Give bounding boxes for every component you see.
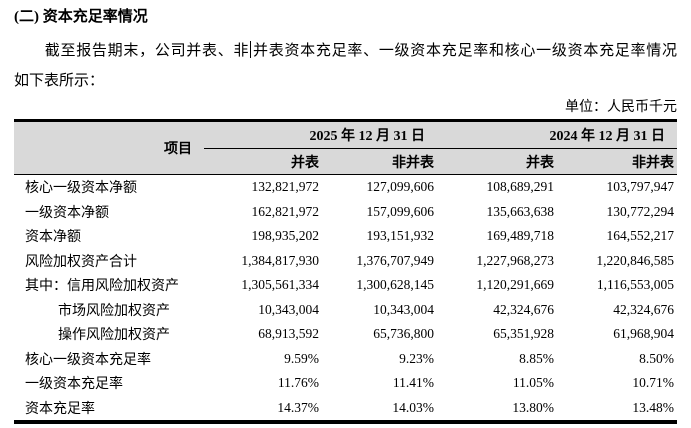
row-value: 10,343,004 [373,301,434,317]
row-label: 一级资本充足率 [25,377,123,393]
row-value: 65,736,800 [373,326,434,342]
row-value: 8.85% [519,350,554,366]
table-row: 风险加权资产合计 1,384,817,930 1,376,707,949 1,227,… [14,249,677,274]
row-value: 108,689,291 [486,179,555,195]
row-value: 13.80% [512,399,554,415]
row-value: 1,227,968,273 [476,252,554,268]
unit-label: 单位：人民币千元 [565,100,677,115]
row-label: 核心一级资本充足率 [25,352,151,368]
table-row: 核心一级资本净额 132,821,972 127,099,606 108,689,29… [14,175,677,200]
row-value: 127,099,606 [366,179,435,195]
row-value: 8.50% [639,350,674,366]
text-cursor-caret [250,41,252,58]
header-subcolumn-row: 并表 非并表 并表 非并表 [14,148,677,175]
row-value: 1,120,291,669 [476,277,554,293]
header-nonconsolidated-2025: 非并表 [322,148,437,175]
row-label: 市场风险加权资产 [58,303,170,319]
document-page: (二) 资本充足率情况 截至报告期末，公司并表、非 并表资本充足率、一级资本充足率… [0,7,691,428]
intro-text-before-caret: 截至报告期末，公司并表、非 [44,43,250,59]
row-value: 9.59% [284,350,319,366]
row-label: 核心一级资本净额 [25,181,137,197]
row-value: 42,324,676 [613,301,674,317]
row-label: 操作风险加权资产 [58,328,170,344]
table-row: 核心一级资本充足率 9.59% 9.23% 8.85% 8.50% [14,347,677,372]
row-value: 1,376,707,949 [356,252,434,268]
row-value: 162,821,972 [251,203,320,219]
row-value: 132,821,972 [251,179,320,195]
row-value: 13.48% [632,399,674,415]
header-date-row: 项目 2025 年 12 月 31 日 2024 年 12 月 31 日 [14,120,677,175]
row-value: 157,099,606 [366,203,435,219]
table-row: 资本充足率 14.37% 14.03% 13.80% 13.48% [14,396,677,423]
header-consolidated-2025: 并表 [204,148,322,175]
row-value: 61,968,904 [613,326,674,342]
row-value: 10,343,004 [258,301,319,317]
row-label: 其中：信用风险加权资产 [25,279,179,295]
row-value: 42,324,676 [493,301,554,317]
capital-adequacy-table: 项目 2025 年 12 月 31 日 2024 年 12 月 31 日 并表 … [14,119,677,424]
row-value: 135,663,638 [486,203,555,219]
table-row: 其中：信用风险加权资产 1,305,561,334 1,300,628,145 1,1… [14,273,677,298]
table-row: 市场风险加权资产 10,343,004 10,343,004 42,324,676 42… [14,298,677,323]
row-value: 1,300,628,145 [356,277,434,293]
row-value: 14.37% [277,399,319,415]
row-value: 198,935,202 [251,228,320,244]
row-value: 1,305,561,334 [241,277,319,293]
row-value: 9.23% [399,350,434,366]
row-label: 风险加权资产合计 [25,254,137,270]
row-value: 130,772,294 [606,203,675,219]
row-label: 一级资本净额 [25,205,109,221]
table-header: 项目 2025 年 12 月 31 日 2024 年 12 月 31 日 并表 … [14,120,677,175]
row-value: 11.76% [277,375,319,391]
intro-paragraph-line1: 截至报告期末，公司并表、非 并表资本充足率、一级资本充足率和核心一级资本充足率情况 [14,36,677,66]
row-value: 68,913,592 [258,326,319,342]
table-row: 资本净额 198,935,202 193,151,932 169,489,718 164… [14,224,677,249]
table-body: 核心一级资本净额 132,821,972 127,099,606 108,689,29… [14,175,677,423]
table-row: 一级资本净额 162,821,972 157,099,606 135,663,638 1… [14,200,677,225]
header-date-2024: 2024 年 12 月 31 日 [437,120,677,149]
row-value: 14.03% [392,399,434,415]
intro-paragraph-line2: 如下表所示： [14,73,105,89]
header-nonconsolidated-2024: 非并表 [557,148,677,175]
header-item-column: 项目 [14,120,204,175]
row-label: 资本净额 [25,230,81,246]
row-value: 193,151,932 [366,228,435,244]
header-date-2025: 2025 年 12 月 31 日 [204,120,437,149]
row-value: 1,220,846,585 [596,252,674,268]
row-value: 11.41% [392,375,434,391]
row-value: 65,351,928 [493,326,554,342]
row-value: 1,384,817,930 [241,252,319,268]
intro-text-after-caret: 并表资本充足率、一级资本充足率和核心一级资本充足率情况 [252,43,677,59]
row-value: 11.05% [512,375,554,391]
row-value: 1,116,553,005 [596,277,674,293]
row-value: 103,797,947 [606,179,675,195]
section-title: (二) 资本充足率情况 [14,9,148,25]
header-consolidated-2024: 并表 [437,148,557,175]
row-label: 资本充足率 [25,401,95,417]
row-value: 164,552,217 [606,228,675,244]
table-row: 操作风险加权资产 68,913,592 65,736,800 65,351,928 61… [14,322,677,347]
row-value: 169,489,718 [486,228,555,244]
row-value: 10.71% [632,375,674,391]
table-row: 一级资本充足率 11.76% 11.41% 11.05% 10.71% [14,371,677,396]
